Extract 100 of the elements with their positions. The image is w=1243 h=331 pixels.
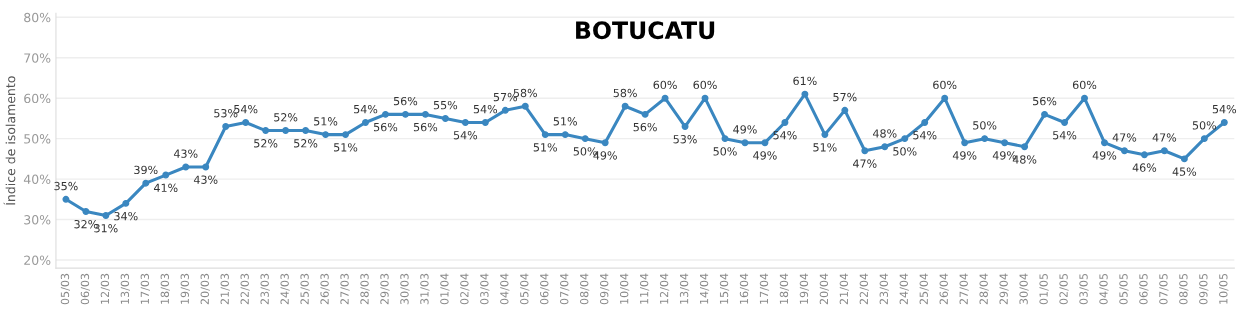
data-label: 43% [193,175,218,184]
data-label: 52% [254,139,278,148]
data-label: 60% [933,80,957,90]
point [242,118,250,126]
data-label: 60% [693,80,717,90]
data-label: 56% [373,122,398,132]
point [761,139,769,147]
data-label: 50% [973,121,997,130]
point [641,110,649,118]
data-label: 54% [1053,131,1077,140]
point [222,123,230,130]
data-label: 54% [913,131,937,140]
data-label: 56% [393,96,418,106]
point [521,102,529,110]
data-label: 50% [713,147,737,156]
x-tick-label: 12/03 [100,273,110,304]
x-tick-label: 22/03 [240,273,250,305]
data-label: 61% [793,76,817,86]
data-label: 54% [453,131,478,140]
point [322,131,330,139]
x-tick-label: 26/03 [320,273,330,305]
point [342,131,350,139]
x-tick-label: 10/04 [619,273,630,304]
x-tick-label: 07/05 [1159,273,1169,305]
point [921,118,929,126]
x-tick-label: 09/05 [1199,273,1209,305]
data-label: 53% [673,135,697,144]
point [581,135,589,143]
x-tick-label: 05/04 [520,273,530,305]
point [362,118,369,126]
point [861,147,869,155]
data-label: 58% [613,88,637,98]
point [601,139,609,147]
point [1081,94,1088,102]
x-tick-label: 05/05 [1119,273,1129,305]
point [1220,118,1228,126]
data-label: 51% [334,143,358,152]
x-tick-label: 03/05 [1079,273,1089,305]
x-tick-label: 01/05 [1039,273,1049,305]
point [901,135,909,143]
x-tick-label: 20/03 [200,273,210,305]
x-tick-label: 02/05 [1059,273,1069,305]
x-tick-label: 07/04 [560,273,570,305]
x-tick-label: 06/05 [1139,273,1149,305]
x-tick-label: 23/04 [879,273,889,305]
x-tick-label: 17/03 [140,273,150,304]
x-tick-label: 05/03 [60,273,71,305]
x-tick-label: 08/04 [580,273,590,305]
point [661,94,669,102]
x-tick-label: 30/04 [1019,273,1029,305]
data-label: 35% [54,181,78,191]
data-label: 54% [773,131,797,140]
point [801,90,809,98]
point [62,195,70,203]
data-label: 47% [1152,133,1177,142]
point [841,106,849,114]
y-tick-label: 80% [24,12,51,23]
x-tick-label: 21/03 [220,273,230,305]
point [441,114,449,122]
point [1061,118,1069,126]
x-tick-label: 10/05 [1219,273,1229,304]
point [182,163,190,171]
point [1001,139,1009,147]
x-tick-label: 04/05 [1099,273,1109,305]
data-label: 51% [314,117,338,126]
x-tick-label: 11/04 [639,273,650,304]
point [721,135,729,143]
x-tick-label: 13/04 [679,273,690,304]
point [1101,139,1108,147]
point [421,110,429,118]
point [1200,135,1208,143]
point [1140,151,1148,159]
point [382,110,389,118]
x-tick-label: 04/04 [500,273,510,305]
x-tick-label: 29/03 [380,273,390,305]
data-label: 60% [1072,80,1097,90]
x-tick-label: 23/03 [260,273,270,305]
x-tick-label: 06/03 [80,273,90,305]
data-label: 56% [1033,96,1057,106]
point [881,143,889,151]
point [401,110,409,118]
x-tick-label: 19/04 [799,273,809,304]
data-label: 54% [354,104,378,114]
x-tick-label: 30/03 [400,273,410,305]
point [961,139,969,147]
point [781,118,789,126]
x-tick-label: 25/03 [300,273,310,305]
data-label: 47% [1112,133,1137,142]
x-tick-label: 24/04 [899,273,909,305]
data-label: 45% [1172,167,1197,176]
point [941,94,949,102]
x-tick-label: 19/03 [180,273,190,304]
point [481,118,489,126]
x-tick-label: 27/04 [959,273,969,305]
data-label: 49% [753,151,777,160]
y-tick-label: 20% [24,255,51,265]
data-label: 49% [952,151,977,160]
x-tick-label: 18/04 [779,273,790,304]
data-label: 47% [853,159,877,168]
point [981,135,989,143]
